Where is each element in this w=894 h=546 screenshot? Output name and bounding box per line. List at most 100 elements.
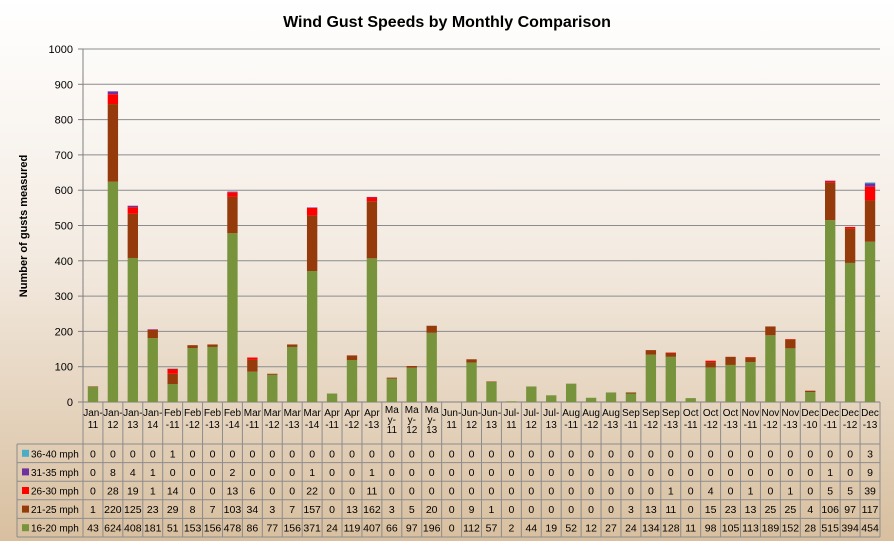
data-label: 0 bbox=[508, 486, 514, 498]
y-tick-label: 900 bbox=[55, 79, 73, 91]
data-label: 0 bbox=[528, 486, 534, 498]
data-label: 1 bbox=[668, 486, 674, 498]
data-label: 0 bbox=[608, 486, 614, 498]
data-label: 0 bbox=[568, 448, 574, 460]
data-label: 0 bbox=[508, 467, 514, 479]
data-label: 0 bbox=[767, 448, 773, 460]
data-label: 0 bbox=[409, 486, 415, 498]
data-label: 5 bbox=[827, 486, 833, 498]
x-tick-label: Jun-13 bbox=[482, 408, 501, 431]
x-tick-label: Apr -11 bbox=[324, 408, 340, 431]
bar-segment bbox=[426, 332, 437, 402]
x-tick-label: Dec -10 bbox=[801, 408, 819, 431]
bar-segment bbox=[287, 346, 298, 402]
x-tick-label: Mar -14 bbox=[304, 408, 322, 431]
data-label: 1 bbox=[150, 467, 156, 479]
data-label: 44 bbox=[525, 523, 537, 535]
bar-segment bbox=[506, 401, 517, 402]
data-label: 454 bbox=[861, 523, 879, 535]
data-label: 196 bbox=[423, 523, 441, 535]
data-label: 0 bbox=[469, 467, 475, 479]
data-label: 4 bbox=[807, 504, 813, 516]
data-label: 0 bbox=[787, 467, 793, 479]
bar-segment bbox=[844, 226, 856, 229]
data-label: 0 bbox=[688, 467, 694, 479]
bar-segment bbox=[147, 329, 158, 330]
data-label: 0 bbox=[429, 448, 435, 460]
legend-key bbox=[22, 524, 29, 532]
data-label: 8 bbox=[110, 467, 116, 479]
data-label: 0 bbox=[349, 448, 355, 460]
data-label: 117 bbox=[862, 504, 879, 516]
data-label: 0 bbox=[389, 467, 395, 479]
data-label: 29 bbox=[167, 504, 179, 516]
legend-key bbox=[22, 505, 29, 513]
bar-segment bbox=[167, 373, 178, 384]
bar-segment bbox=[805, 392, 816, 402]
data-label: 0 bbox=[708, 448, 714, 460]
x-tick-label: Ma y-13 bbox=[425, 405, 439, 436]
data-label: 0 bbox=[688, 504, 694, 516]
data-label: 0 bbox=[767, 486, 773, 498]
data-label: 0 bbox=[688, 486, 694, 498]
data-label: 4 bbox=[130, 467, 136, 479]
bar-segment bbox=[864, 183, 876, 187]
data-label: 77 bbox=[266, 523, 278, 535]
data-label: 0 bbox=[449, 486, 455, 498]
bar-segment bbox=[406, 367, 417, 402]
bar-segment bbox=[227, 196, 238, 234]
data-label: 23 bbox=[147, 504, 159, 516]
bar-segment bbox=[565, 383, 577, 402]
data-label: 3 bbox=[389, 504, 395, 516]
x-tick-label: Dec -13 bbox=[861, 408, 879, 431]
x-tick-label: Jul-12 bbox=[523, 408, 539, 431]
data-label: 1 bbox=[150, 486, 156, 498]
x-tick-label: Feb -12 bbox=[184, 408, 202, 431]
data-label: 0 bbox=[628, 486, 634, 498]
bar-segment bbox=[127, 207, 138, 214]
data-label: 0 bbox=[847, 448, 853, 460]
data-label: 162 bbox=[363, 504, 381, 516]
bar-segment bbox=[366, 201, 378, 259]
data-label: 0 bbox=[489, 448, 495, 460]
bar-segment bbox=[546, 395, 557, 402]
data-label: 515 bbox=[821, 523, 839, 535]
data-label: 0 bbox=[588, 486, 594, 498]
data-label: 20 bbox=[426, 504, 438, 516]
data-label: 3 bbox=[867, 448, 873, 460]
x-tick-label: Sep -12 bbox=[642, 408, 660, 431]
data-label: 0 bbox=[648, 448, 654, 460]
data-label: 0 bbox=[508, 448, 514, 460]
data-label: 0 bbox=[190, 448, 196, 460]
bar-segment bbox=[486, 381, 497, 383]
data-label: 0 bbox=[329, 467, 335, 479]
data-label: 0 bbox=[608, 448, 614, 460]
data-label: 0 bbox=[728, 486, 734, 498]
legend-entry: 36-40 mph bbox=[31, 449, 79, 460]
data-label: 0 bbox=[289, 448, 295, 460]
data-label: 0 bbox=[269, 448, 275, 460]
data-label: 0 bbox=[269, 467, 275, 479]
x-tick-label: Jan-14 bbox=[143, 408, 162, 431]
x-tick-label: Aug -12 bbox=[582, 408, 600, 431]
x-tick-label: Jan-11 bbox=[83, 408, 102, 431]
data-label: 0 bbox=[767, 467, 773, 479]
data-label: 0 bbox=[528, 504, 534, 516]
data-label: 12 bbox=[585, 523, 597, 535]
bar-segment bbox=[247, 357, 258, 360]
bar-segment bbox=[306, 207, 318, 216]
data-label: 181 bbox=[144, 523, 162, 535]
bar-segment bbox=[167, 383, 178, 402]
data-label: 125 bbox=[124, 504, 142, 516]
legend-entry: 21-25 mph bbox=[31, 505, 79, 516]
data-label: 0 bbox=[409, 467, 415, 479]
data-label: 0 bbox=[588, 448, 594, 460]
bar-segment bbox=[107, 104, 119, 182]
data-label: 0 bbox=[369, 448, 375, 460]
bar-segment bbox=[426, 325, 437, 333]
data-label: 9 bbox=[469, 504, 475, 516]
data-label: 13 bbox=[227, 486, 239, 498]
data-label: 0 bbox=[668, 448, 674, 460]
y-tick-label: 800 bbox=[55, 115, 73, 127]
